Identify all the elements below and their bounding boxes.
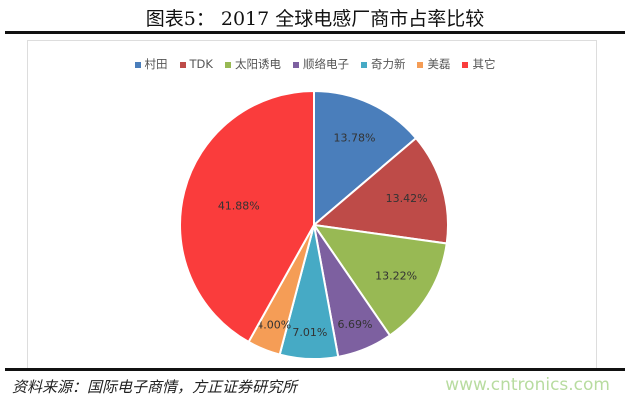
legend-item: TDK — [179, 57, 213, 71]
legend-label: 奇力新 — [370, 57, 406, 71]
legend-item: 奇力新 — [360, 56, 406, 72]
pie-slice — [179, 89, 315, 344]
legend-swatch — [360, 61, 367, 68]
legend-item: 美磊 — [417, 56, 450, 72]
data-label: 13.42% — [386, 192, 428, 205]
legend-label: 太阳诱电 — [234, 57, 281, 71]
chart-frame — [27, 40, 597, 369]
data-label: 41.88% — [218, 199, 260, 212]
chart-title: 图表5： 2017 全球电感厂商市占率比较 — [145, 8, 485, 30]
bottom-rule — [5, 368, 625, 371]
legend-swatch — [134, 61, 141, 68]
legend: 村田 TDK 太阳诱电 顺络电子 奇力新 美磊 其它 — [0, 56, 630, 72]
data-label: 13.78% — [333, 131, 375, 144]
legend-swatch — [462, 61, 469, 68]
legend-label: 顺络电子 — [302, 57, 349, 71]
legend-item: 顺络电子 — [292, 56, 349, 72]
pie-slice — [313, 89, 418, 228]
legend-swatch — [179, 61, 186, 68]
pie-slice — [311, 223, 448, 337]
top-rule — [5, 31, 625, 34]
legend-item: 其它 — [462, 56, 495, 72]
data-label: 13.22% — [375, 270, 417, 283]
legend-item: 太阳诱电 — [224, 56, 281, 72]
legend-item: 村田 — [134, 56, 168, 72]
legend-swatch — [224, 61, 231, 68]
legend-swatch — [292, 61, 299, 68]
legend-label: 其它 — [472, 57, 496, 71]
legend-label: 村田 — [144, 57, 168, 71]
source-note: 资料来源：国际电子商情，方正证券研究所 — [12, 378, 298, 396]
data-label: 7.01% — [292, 326, 327, 339]
pie-slice — [311, 136, 449, 245]
legend-label: TDK — [189, 57, 213, 71]
watermark: www.cntronics.com — [445, 375, 610, 395]
data-label: 6.69% — [337, 318, 372, 331]
legend-label: 美磊 — [427, 57, 451, 71]
legend-swatch — [417, 61, 424, 68]
data-label: 4.00% — [256, 318, 291, 331]
